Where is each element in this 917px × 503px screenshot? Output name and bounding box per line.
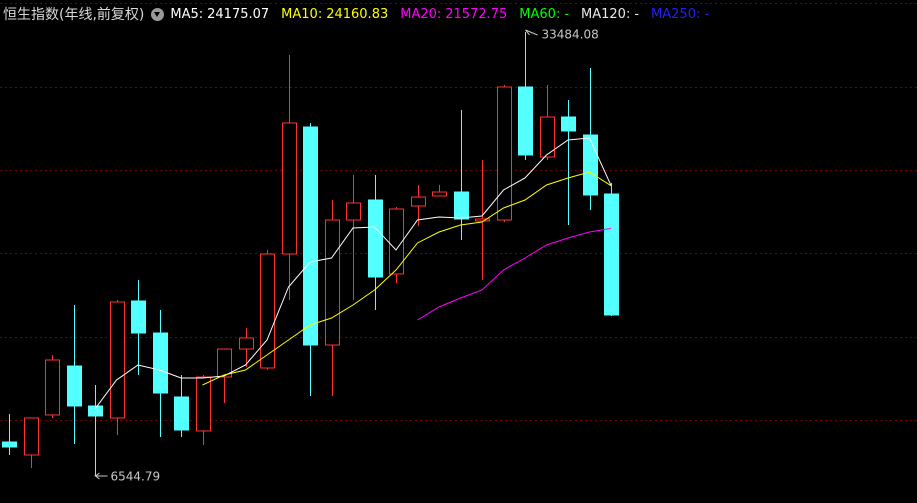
candle-body: [518, 86, 533, 156]
candle-body: [196, 376, 211, 432]
candle-body: [604, 193, 619, 316]
candle-body: [346, 202, 361, 221]
candle-body: [174, 396, 189, 431]
legend-item: MA5: 24175.07: [170, 7, 269, 22]
candle-body: [2, 441, 17, 448]
candle-body: [540, 116, 555, 158]
ma-line: [94, 137, 612, 410]
legend-item: MA120: -: [581, 7, 639, 22]
legend-item: MA60: -: [519, 7, 569, 22]
candle-body: [217, 348, 232, 378]
candle-body: [239, 337, 254, 350]
chart-title: 恒生指数(年线,前复权): [3, 7, 145, 23]
legend-item: MA250: -: [651, 7, 709, 22]
ma-line: [417, 227, 612, 321]
legend-name: MA250:: [651, 6, 701, 22]
legend-value: -: [634, 6, 640, 22]
candle-body: [475, 218, 490, 222]
candle-body: [45, 359, 60, 416]
candle-body: [561, 116, 576, 132]
candle-body: [260, 253, 275, 369]
legend-name: MA20:: [400, 6, 442, 22]
low-annotation: 6544.79: [111, 470, 161, 484]
candle-body: [497, 86, 512, 221]
annotation-arrow: [94, 472, 108, 480]
candle-body: [325, 219, 340, 346]
high-annotation: 33484.08: [542, 27, 599, 41]
legend-value: 21572.75: [445, 6, 508, 22]
legend-name: MA5:: [170, 6, 204, 22]
candle-body: [131, 300, 146, 334]
legend-value: 24160.83: [326, 6, 389, 22]
candle-body: [368, 199, 383, 278]
candle-body: [110, 301, 125, 419]
candle-body: [67, 365, 82, 407]
legend-name: MA120:: [581, 6, 631, 22]
candle-body: [153, 332, 168, 394]
header: 恒生指数(年线,前复权) MA5: 24175.07 MA10: 24160.83 MA…: [3, 4, 721, 24]
candle-body: [24, 417, 39, 456]
legend-item: MA20: 21572.75: [400, 7, 507, 22]
legend-value: 24175.07: [207, 6, 270, 22]
legend-value: -: [564, 6, 570, 22]
legend-name: MA10:: [281, 6, 323, 22]
candle-body: [303, 126, 318, 346]
candle-body: [454, 191, 469, 220]
candle-body: [88, 405, 103, 417]
dropdown-icon[interactable]: [151, 7, 165, 21]
legend-name: MA60:: [519, 6, 561, 22]
legend-value: -: [704, 6, 710, 22]
candle-body: [389, 208, 404, 275]
annotation-arrow: [525, 29, 538, 36]
candle-body: [432, 191, 447, 197]
ma-line: [202, 171, 612, 386]
legend-item: MA10: 24160.83: [281, 7, 388, 22]
candle-body: [583, 134, 598, 196]
candle-body: [411, 196, 426, 207]
candle-body: [282, 122, 297, 255]
